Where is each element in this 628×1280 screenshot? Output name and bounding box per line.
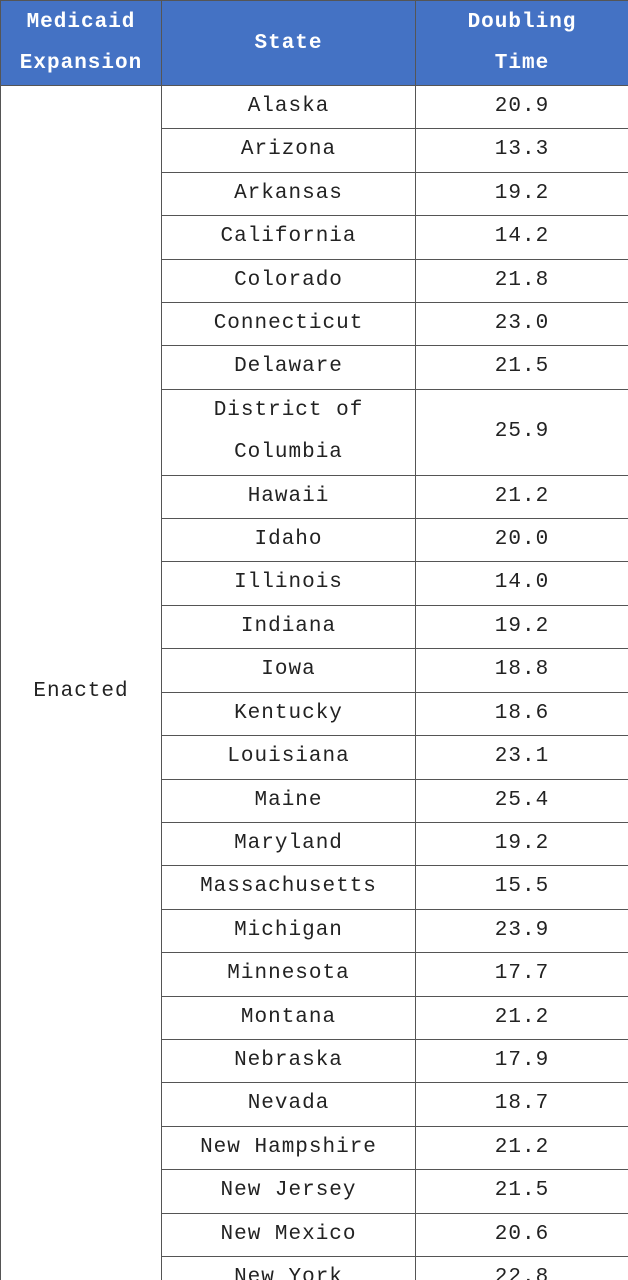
state-cell: Arkansas — [161, 171, 416, 217]
state-cell: Arizona — [161, 128, 416, 173]
doubling-time-cell: 23.9 — [415, 908, 628, 954]
state-cell: Alaska — [161, 84, 416, 130]
state-cell: District of Columbia — [161, 388, 416, 476]
table-row: Kentucky 18.6 — [1, 691, 628, 737]
doubling-time-cell: 25.4 — [415, 778, 628, 823]
state-cell: Delaware — [161, 345, 416, 390]
state-cell: New Mexico — [161, 1212, 416, 1257]
doubling-time-cell: 25.9 — [415, 388, 628, 476]
doubling-time-cell: 21.8 — [415, 258, 628, 304]
state-cell: New York — [161, 1255, 416, 1280]
table-row: New Jersey 21.5 — [1, 1169, 628, 1214]
table-row: Hawaii 21.2 — [1, 474, 628, 520]
doubling-time-cell: 18.8 — [415, 648, 628, 693]
state-cell: Iowa — [161, 648, 416, 693]
group-cell: Enacted — [0, 84, 162, 1280]
table-row: Idaho 20.0 — [1, 518, 628, 563]
doubling-time-cell: 13.3 — [415, 128, 628, 173]
header-cell: Doubling Time — [415, 0, 628, 86]
state-cell: California — [161, 215, 416, 260]
table-row: Arizona 13.3 — [1, 128, 628, 173]
table-row: Nebraska 17.9 — [1, 1038, 628, 1084]
state-cell: Montana — [161, 995, 416, 1040]
doubling-time-cell: 19.2 — [415, 821, 628, 867]
doubling-time-cell: 15.5 — [415, 865, 628, 910]
table-row: Michigan 23.9 — [1, 908, 628, 954]
table-row: Indiana 19.2 — [1, 604, 628, 650]
table-row: New York 22.8 — [1, 1255, 628, 1280]
doubling-time-cell: 21.2 — [415, 995, 628, 1040]
table-row: Iowa 18.8 — [1, 648, 628, 693]
state-cell: Massachusetts — [161, 865, 416, 910]
table-row: New Mexico 20.6 — [1, 1212, 628, 1257]
state-cell: Colorado — [161, 258, 416, 304]
doubling-time-cell: 14.2 — [415, 215, 628, 260]
doubling-time-cell: 18.7 — [415, 1082, 628, 1127]
state-cell: Minnesota — [161, 952, 416, 997]
table-row: Connecticut 23.0 — [1, 302, 628, 347]
doubling-time-cell: 18.6 — [415, 691, 628, 737]
state-cell: Idaho — [161, 518, 416, 563]
state-cell: Maine — [161, 778, 416, 823]
table-row: California 14.2 — [1, 215, 628, 260]
state-cell: Illinois — [161, 561, 416, 606]
table-body: Enacted Alaska 20.9 Arizona 13.3 Arkansas 19.2… — [0, 84, 628, 1280]
header-cell: Medicaid Expansion — [0, 0, 162, 86]
state-cell: Nevada — [161, 1082, 416, 1127]
table-row: Arkansas 19.2 — [1, 171, 628, 217]
header-cell: State — [161, 0, 416, 86]
doubling-time-cell: 22.8 — [415, 1255, 628, 1280]
doubling-time-cell: 21.5 — [415, 345, 628, 390]
doubling-time-cell: 23.0 — [415, 302, 628, 347]
doubling-time-cell: 21.2 — [415, 1125, 628, 1171]
doubling-time-cell: 23.1 — [415, 735, 628, 780]
doubling-time-cell: 19.2 — [415, 171, 628, 217]
table-row: District of Columbia 25.9 — [1, 388, 628, 476]
table-row: Colorado 21.8 — [1, 258, 628, 304]
table-row: Maryland 19.2 — [1, 821, 628, 867]
header-row: Medicaid Expansion State Doubling Time — [0, 0, 628, 86]
table-row: Minnesota 17.7 — [1, 952, 628, 997]
table-row: Nevada 18.7 — [1, 1082, 628, 1127]
table-row: Illinois 14.0 — [1, 561, 628, 606]
doubling-time-cell: 17.7 — [415, 952, 628, 997]
state-cell: Indiana — [161, 604, 416, 650]
state-cell: Hawaii — [161, 474, 416, 520]
table-row: New Hampshire 21.2 — [1, 1125, 628, 1171]
doubling-time-cell: 21.5 — [415, 1169, 628, 1214]
doubling-time-cell: 17.9 — [415, 1038, 628, 1084]
doubling-time-cell: 19.2 — [415, 604, 628, 650]
state-cell: Michigan — [161, 908, 416, 954]
table-row: Massachusetts 15.5 — [1, 865, 628, 910]
table-row: Delaware 21.5 — [1, 345, 628, 390]
table-row: Enacted Alaska 20.9 — [0, 84, 628, 1280]
doubling-time-cell: 14.0 — [415, 561, 628, 606]
doubling-time-cell: 20.9 — [415, 84, 628, 130]
state-cell: Louisiana — [161, 735, 416, 780]
table-row: Louisiana 23.1 — [1, 735, 628, 780]
table-row: Maine 25.4 — [1, 778, 628, 823]
table-row: Montana 21.2 — [1, 995, 628, 1040]
doubling-time-cell: 21.2 — [415, 474, 628, 520]
state-cell: New Hampshire — [161, 1125, 416, 1171]
state-cell: New Jersey — [161, 1169, 416, 1214]
doubling-time-cell: 20.0 — [415, 518, 628, 563]
doubling-time-cell: 20.6 — [415, 1212, 628, 1257]
state-cell: Kentucky — [161, 691, 416, 737]
state-cell: Connecticut — [161, 302, 416, 347]
state-cell: Nebraska — [161, 1038, 416, 1084]
state-cell: Maryland — [161, 821, 416, 867]
